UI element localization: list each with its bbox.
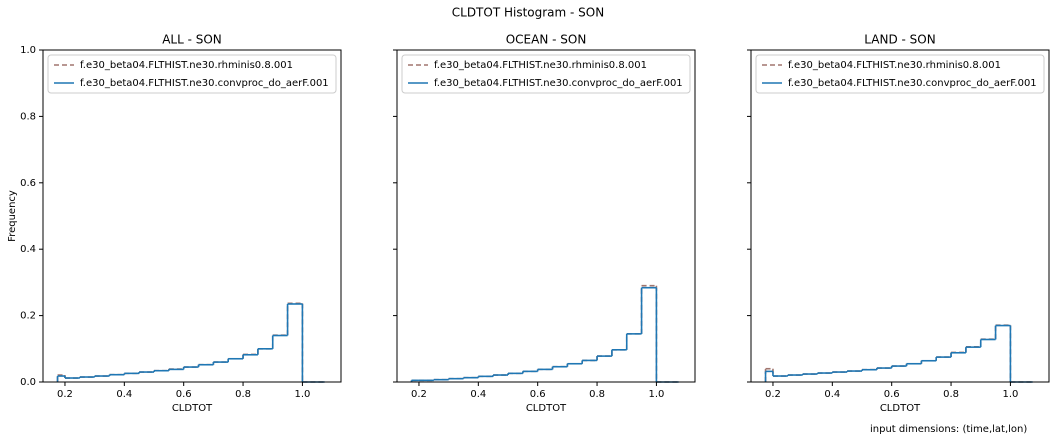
legend-label: f.e30_beta04.FLTHIST.ne30.rhminis0.8.001 [434,60,647,71]
x-tick-label: 0.8 [589,389,605,400]
x-tick-label: 1.0 [1002,389,1018,400]
subplot-title: ALL - SON [162,33,222,47]
figure-title: CLDTOT Histogram - SON [452,6,604,20]
legend-label: f.e30_beta04.FLTHIST.ne30.rhminis0.8.001 [788,60,1001,71]
legend-label: f.e30_beta04.FLTHIST.ne30.rhminis0.8.001 [80,60,293,71]
plot-frame [42,49,342,383]
y-tick-label: 0.4 [20,244,36,255]
x-axis-label: CLDTOT [880,403,921,414]
y-axis-label: Frequency [7,190,18,242]
x-tick-label: 0.4 [116,389,132,400]
subplot: 0.2 0.4 0.6 0.8 1.0 LAND - SON CLDTOT f.e30_bet… [747,33,1050,414]
plot-frame [396,49,696,383]
x-tick-label: 0.6 [884,389,900,400]
x-tick-label: 0.4 [824,389,840,400]
x-axis-label: CLDTOT [526,403,567,414]
subplot: 0.2 0.4 0.6 0.8 1.0 0.0 0.2 0.4 0.6 0.8 1.0 ALL - S… [7,33,342,414]
x-tick-label: 0.8 [943,389,959,400]
x-tick-label: 1.0 [648,389,664,400]
y-tick-label: 0.8 [20,111,36,122]
legend-box [755,54,1045,94]
x-tick-label: 0.2 [57,389,73,400]
footer-note: input dimensions: (time,lat,lon) [870,424,1027,435]
x-tick-label: 0.2 [411,389,427,400]
legend-label: f.e30_beta04.FLTHIST.ne30.convproc_do_ae… [434,78,683,89]
x-axis-label: CLDTOT [172,403,213,414]
y-tick-label: 0.6 [20,178,36,189]
x-tick-label: 0.8 [235,389,251,400]
subplot: 0.2 0.4 0.6 0.8 1.0 OCEAN - SON CLDTOT f.e30_be… [393,33,696,414]
y-tick-label: 1.0 [20,45,36,56]
x-tick-label: 0.6 [176,389,192,400]
legend-label: f.e30_beta04.FLTHIST.ne30.convproc_do_ae… [788,78,1037,89]
y-tick-label: 0.2 [20,311,36,322]
x-tick-label: 0.6 [530,389,546,400]
legend-label: f.e30_beta04.FLTHIST.ne30.convproc_do_ae… [80,78,329,89]
y-tick-label: 0.0 [20,377,36,388]
legend-box [401,54,691,94]
plot-frame [750,49,1050,383]
legend-box [47,54,337,94]
x-tick-label: 1.0 [294,389,310,400]
subplot-title: LAND - SON [864,33,935,47]
x-tick-label: 0.4 [470,389,486,400]
subplot-title: OCEAN - SON [506,33,587,47]
x-tick-label: 0.2 [765,389,781,400]
